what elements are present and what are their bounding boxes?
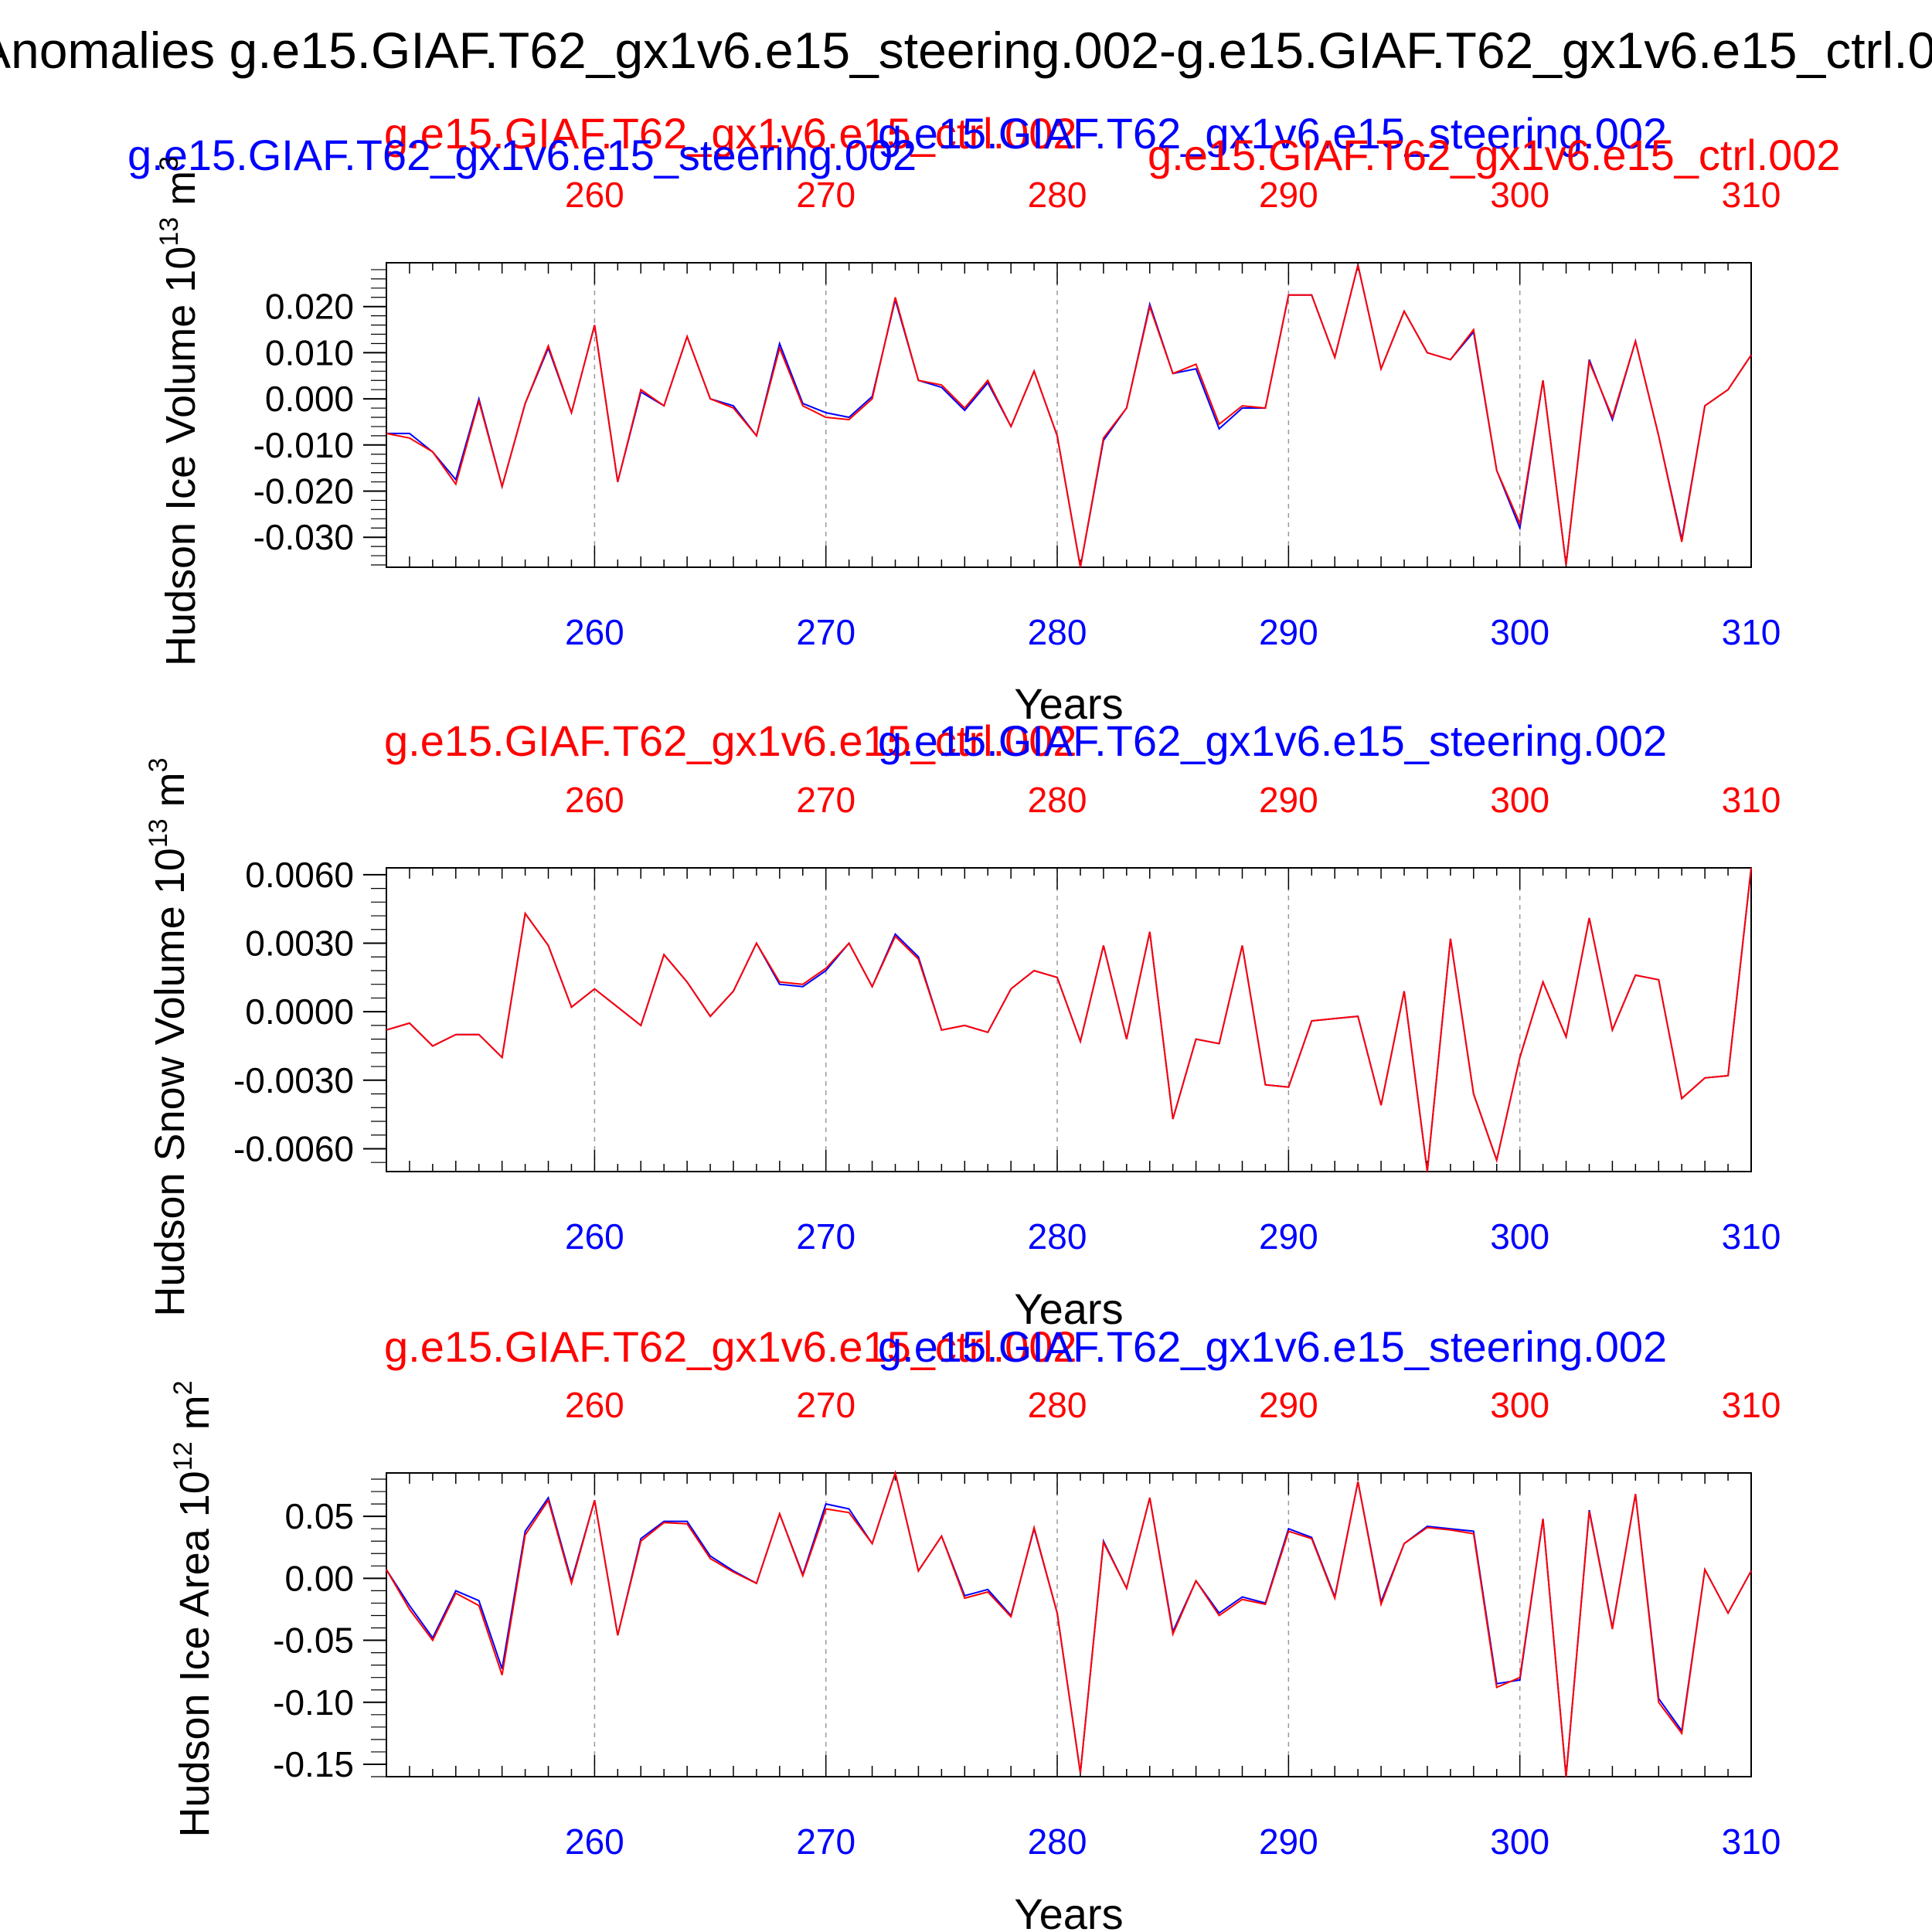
legend-label-steering-right: g.e15.GIAF.T62_gx1v6.e15_steering.002 — [878, 109, 1667, 158]
x-tick-label-bottom: 270 — [796, 612, 855, 652]
x-tick-label-top: 270 — [796, 1385, 855, 1425]
x-tick-label-top: 260 — [565, 175, 624, 215]
x-tick-label-top: 260 — [565, 780, 624, 820]
x-tick-label-top: 310 — [1722, 780, 1781, 820]
x-tick-label-top: 280 — [1028, 175, 1087, 215]
y-tick-label: -0.030 — [253, 517, 354, 557]
series-line-steering — [386, 264, 1752, 568]
series-line-ctrl — [386, 867, 1752, 1172]
y-axis-title: Hudson Ice Area 1012 m2 — [168, 1380, 218, 1837]
main-title: Anomalies g.e15.GIAF.T62_gx1v6.e15_steer… — [0, 22, 1932, 79]
x-tick-label-top: 310 — [1722, 1385, 1781, 1425]
x-tick-label-bottom: 270 — [796, 1216, 855, 1257]
x-tick-label-top: 300 — [1490, 780, 1549, 820]
x-tick-label-top: 280 — [1028, 1385, 1087, 1425]
series-line-steering — [386, 1470, 1752, 1777]
x-tick-label-bottom: 290 — [1259, 1216, 1318, 1257]
plot-frame — [386, 262, 1752, 568]
y-tick-label: 0.000 — [265, 379, 354, 419]
y-axis-title: Hudson Ice Volume 1013 m3 — [155, 156, 204, 666]
x-tick-label-top: 290 — [1259, 780, 1318, 820]
y-tick-label: -0.0060 — [233, 1128, 354, 1168]
x-tick-label-bottom: 310 — [1722, 612, 1781, 652]
x-axis-title: Years — [1014, 1889, 1123, 1932]
panel-ice-area: g.e15.GIAF.T62_gx1v6.e15_ctrl.002 g.e15.… — [168, 1322, 1781, 1932]
x-tick-label-bottom: 260 — [565, 1216, 624, 1257]
series-line-ctrl — [386, 264, 1752, 568]
plot-frame — [386, 1472, 1752, 1777]
y-tick-label: 0.00 — [284, 1558, 354, 1598]
x-tick-label-bottom: 280 — [1028, 612, 1087, 652]
x-tick-label-bottom: 290 — [1259, 1821, 1318, 1862]
x-tick-label-bottom: 280 — [1028, 1216, 1087, 1257]
y-tick-label: 0.020 — [265, 287, 354, 327]
x-tick-label-top: 270 — [796, 175, 855, 215]
x-tick-label-bottom: 270 — [796, 1821, 855, 1862]
panel-snow-volume: g.e15.GIAF.T62_gx1v6.e15_ctrl.002 g.e15.… — [144, 716, 1781, 1333]
x-tick-label-bottom: 310 — [1722, 1821, 1781, 1862]
x-tick-label-top: 300 — [1490, 175, 1549, 215]
y-tick-label: -0.15 — [273, 1744, 354, 1784]
y-axis-title: Hudson Snow Volume 1013 m3 — [144, 757, 193, 1316]
series-line-ctrl — [386, 1470, 1752, 1777]
y-tick-label: -0.010 — [253, 425, 354, 465]
x-tick-label-bottom: 300 — [1490, 1216, 1549, 1257]
y-tick-label: 0.0030 — [245, 923, 354, 964]
x-tick-label-bottom: 300 — [1490, 612, 1549, 652]
y-tick-label: -0.05 — [273, 1621, 354, 1661]
legend-label-steering-left: g.e15.GIAF.T62_gx1v6.e15_steering.002 — [128, 131, 917, 179]
y-tick-label: 0.010 — [265, 332, 354, 372]
x-tick-label-top: 290 — [1259, 1385, 1318, 1425]
x-tick-label-top: 310 — [1722, 175, 1781, 215]
y-tick-label: 0.0000 — [245, 992, 354, 1032]
x-tick-label-top: 300 — [1490, 1385, 1549, 1425]
y-tick-label: -0.10 — [273, 1682, 354, 1723]
x-tick-label-bottom: 300 — [1490, 1821, 1549, 1862]
legend-label-ctrl: g.e15.GIAF.T62_gx1v6.e15_ctrl.002 — [384, 716, 1077, 765]
y-tick-label: 0.0060 — [245, 855, 354, 895]
x-tick-label-bottom: 260 — [565, 1821, 624, 1862]
x-axis-title: Years — [1014, 1284, 1123, 1333]
x-tick-label-top: 270 — [796, 780, 855, 820]
x-tick-label-top: 260 — [565, 1385, 624, 1425]
x-tick-label-bottom: 290 — [1259, 612, 1318, 652]
x-tick-label-bottom: 260 — [565, 612, 624, 652]
x-tick-label-top: 280 — [1028, 780, 1087, 820]
legend-label-ctrl: g.e15.GIAF.T62_gx1v6.e15_ctrl.002 — [384, 1322, 1077, 1371]
y-tick-label: -0.0030 — [233, 1060, 354, 1100]
panel-ice-volume: g.e15.GIAF.T62_gx1v6.e15_ctrl.002 g.e15.… — [128, 109, 1841, 728]
legend-label-steering: g.e15.GIAF.T62_gx1v6.e15_steering.002 — [878, 716, 1667, 765]
plot-frame — [386, 867, 1752, 1172]
x-tick-label-bottom: 310 — [1722, 1216, 1781, 1257]
x-tick-label-bottom: 280 — [1028, 1821, 1087, 1862]
y-tick-label: 0.05 — [284, 1496, 354, 1536]
x-axis-title: Years — [1014, 679, 1123, 728]
x-tick-label-top: 290 — [1259, 175, 1318, 215]
legend-label-ctrl-right: g.e15.GIAF.T62_gx1v6.e15_ctrl.002 — [1148, 131, 1841, 179]
y-tick-label: -0.020 — [253, 471, 354, 512]
series-line-steering — [386, 867, 1752, 1172]
legend-label-ctrl-left: g.e15.GIAF.T62_gx1v6.e15_ctrl.002 — [384, 109, 1077, 158]
legend-label-steering: g.e15.GIAF.T62_gx1v6.e15_steering.002 — [878, 1322, 1667, 1371]
